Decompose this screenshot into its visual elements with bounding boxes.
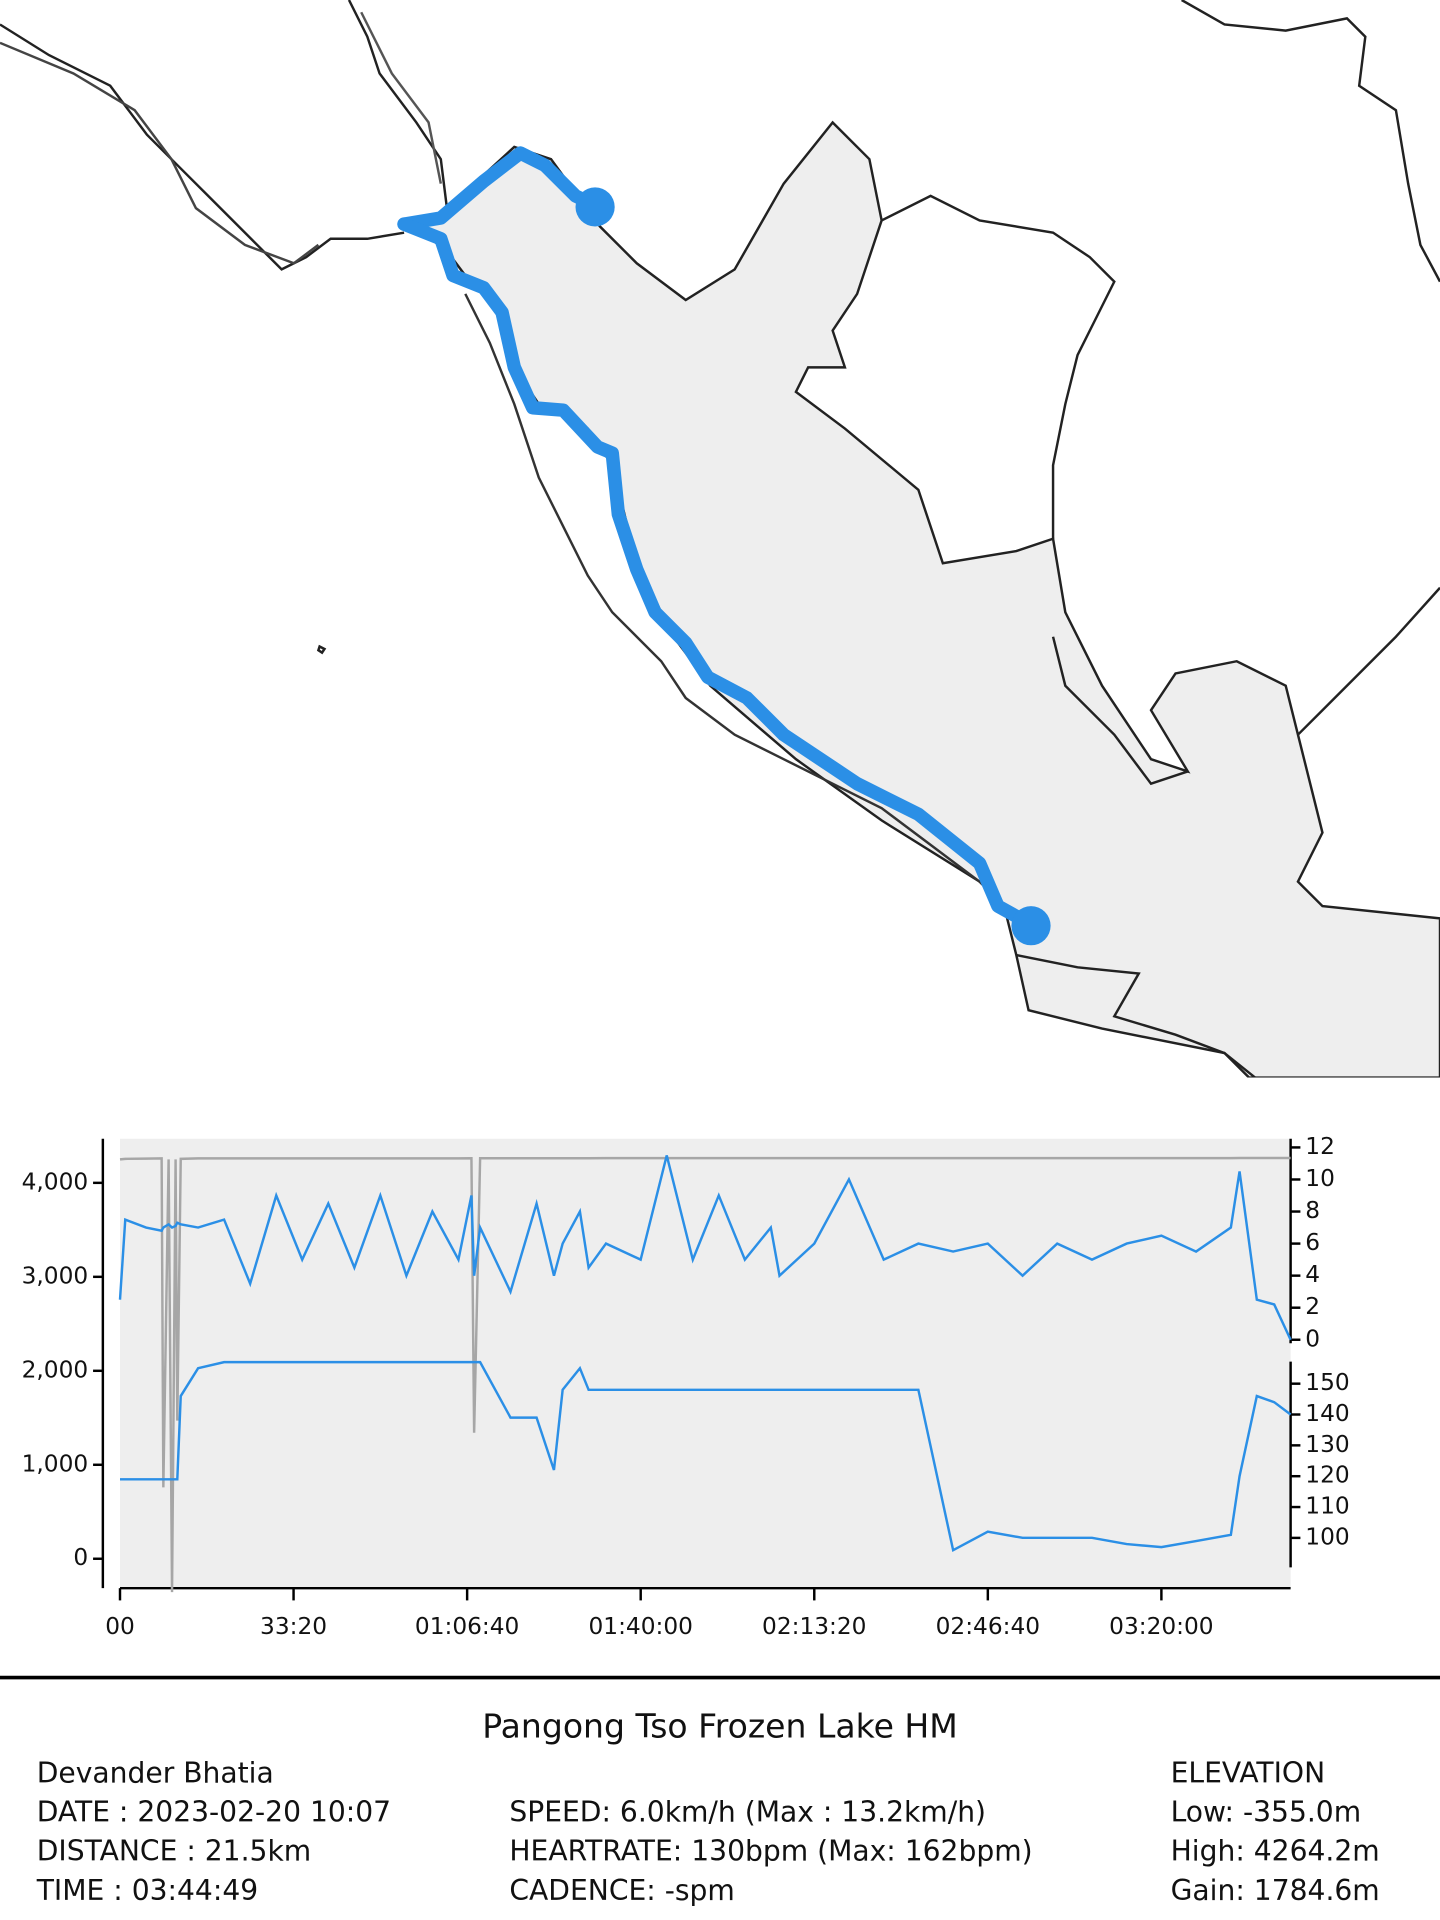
yticks-tick-label: 0	[73, 1544, 88, 1571]
title: Pangong Tso Frozen Lake HM	[482, 1706, 958, 1745]
y2ticks-tick-label: 8	[1305, 1197, 1320, 1224]
borders	[0, 0, 1440, 1079]
y3ticks-tick-label: 110	[1305, 1493, 1349, 1520]
x-tick-label: 33:20	[260, 1613, 327, 1640]
athlete: Devander Bhatia	[37, 1756, 274, 1789]
x-tick-label: 02:46:40	[936, 1613, 1040, 1640]
cadence: CADENCE: -spm	[509, 1874, 734, 1907]
x-tick-label: 03:20:00	[1109, 1613, 1213, 1640]
y2ticks-tick-label: 0	[1305, 1325, 1320, 1352]
x-tick-label: 01:40:00	[588, 1613, 692, 1640]
yticks-tick-label: 4,000	[22, 1168, 89, 1195]
speed: SPEED: 6.0km/h (Max : 13.2km/h)	[509, 1795, 986, 1828]
yticks-tick-label: 2,000	[22, 1356, 89, 1383]
series-line	[119, 1156, 1291, 1593]
y3ticks-tick-label: 130	[1305, 1431, 1349, 1458]
heartrate: HEARTRATE: 130bpm (Max: 162bpm)	[509, 1835, 1032, 1868]
date: DATE : 2023-02-20 10:07	[37, 1795, 391, 1828]
y2ticks-tick-label: 12	[1305, 1133, 1335, 1160]
lake	[400, 120, 1440, 1079]
plot-area	[120, 1138, 1291, 1589]
yticks-tick-label: 1,000	[22, 1450, 89, 1477]
time: TIME : 03:44:49	[36, 1874, 258, 1907]
chart: 0 1,000 2,000 3,000 4,000 0 2 4 6 8 10 12 100 110 120 1…	[22, 1133, 1350, 1640]
elevation-low: Low: -355.0m	[1171, 1795, 1362, 1828]
y2ticks-tick-label: 6	[1305, 1229, 1320, 1256]
x-tick-label: 00	[105, 1613, 135, 1640]
end-marker	[1011, 906, 1051, 946]
y2ticks-tick-label: 4	[1305, 1261, 1320, 1288]
elevation-heading: ELEVATION	[1171, 1756, 1326, 1789]
x-tick-label: 01:06:40	[415, 1613, 519, 1640]
distance: DISTANCE : 21.5km	[37, 1835, 311, 1868]
summary: Pangong Tso Frozen Lake HM Devander Bhat…	[36, 1706, 1380, 1907]
route	[397, 146, 1038, 932]
elevation-high: High: 4264.2m	[1171, 1835, 1380, 1868]
x-tick-label: 02:13:20	[762, 1613, 866, 1640]
axes	[101, 1138, 1292, 1590]
y3ticks-tick-label: 140	[1305, 1400, 1349, 1427]
y2ticks-tick-label: 10	[1305, 1165, 1335, 1192]
y3ticks-tick-label: 120	[1305, 1462, 1349, 1489]
map	[0, 0, 1440, 1079]
elevation-gain: Gain: 1784.6m	[1171, 1874, 1380, 1907]
series-line	[118, 1155, 1292, 1341]
y3ticks-tick-label: 150	[1305, 1369, 1349, 1396]
start-marker	[575, 187, 615, 227]
series-line	[120, 1360, 1292, 1553]
yticks-tick-label: 3,000	[22, 1262, 89, 1289]
y3ticks-tick-label: 100	[1305, 1523, 1349, 1550]
y2ticks-tick-label: 2	[1305, 1293, 1320, 1320]
